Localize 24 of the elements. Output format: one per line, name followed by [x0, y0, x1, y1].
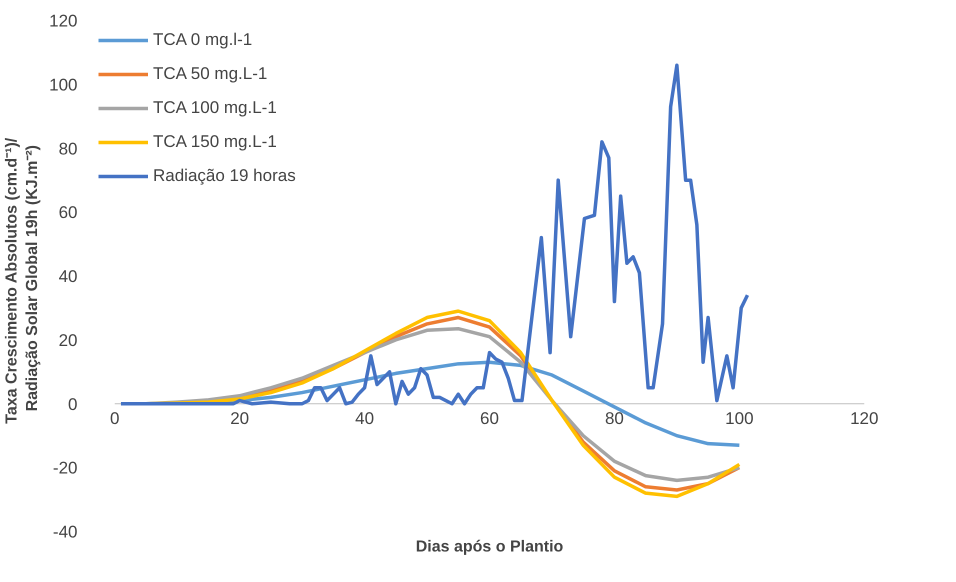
- legend-label: TCA 50 mg.L-1: [153, 64, 268, 84]
- legend-label: Radiação 19 horas: [153, 166, 296, 186]
- x-tick-label: 40: [355, 408, 374, 428]
- y-tick-label: 40: [58, 267, 78, 286]
- line-series: [119, 63, 750, 406]
- x-tick-label: 0: [110, 408, 120, 428]
- y-tick-label: -40: [52, 522, 78, 542]
- x-tick-label: 60: [480, 408, 499, 428]
- y-tick-label: -20: [52, 458, 78, 478]
- y-tick-label: 0: [68, 394, 78, 414]
- legend-label: TCA 150 mg.L-1: [153, 132, 277, 152]
- x-axis-title: Dias após o Plantio: [416, 538, 564, 556]
- legend-label: TCA 0 mg.l-1: [153, 30, 252, 50]
- y-tick-label: 120: [49, 12, 78, 30]
- y-tick-label: 100: [49, 75, 78, 94]
- x-tick-label: 80: [604, 408, 624, 428]
- y-tick-label: 80: [58, 139, 78, 158]
- legend-label: TCA 100 mg.L-1: [153, 98, 277, 118]
- x-tick-label: 20: [230, 408, 250, 428]
- x-tick-label: 100: [725, 408, 754, 428]
- y-tick-label: 20: [58, 330, 78, 350]
- x-tick-label: 120: [850, 408, 878, 428]
- y-tick-label: 60: [58, 203, 78, 222]
- y-axis-title: Taxa Crescimento Absolutos (cm.d⁻¹)/ Radiação Solar Global 19h (KJ.m⁻²): [4, 137, 42, 424]
